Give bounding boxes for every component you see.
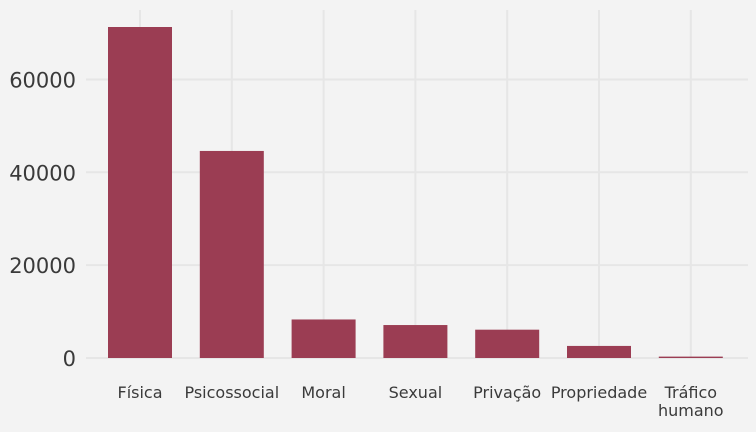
bar-2 (291, 319, 356, 358)
x-tick-label-line: Tráfico (664, 383, 717, 402)
gridlines (86, 10, 748, 359)
bar-4 (475, 329, 540, 358)
x-tick-label-3: Sexual (389, 383, 443, 402)
x-axis: Física Psicossocial Moral Sexual Privação Pro… (117, 383, 723, 420)
y-axis: 0 20000 40000 60000 (9, 68, 76, 371)
x-tick-label-line: humano (658, 401, 724, 420)
x-tick-label-line: Propriedade (551, 383, 647, 402)
bar-0 (108, 27, 172, 358)
y-tick-label-0: 0 (63, 347, 76, 371)
y-tick-label-1: 20000 (9, 254, 76, 278)
x-tick-label-line: Privação (473, 383, 541, 402)
x-tick-label-line: Moral (301, 383, 345, 402)
bar-1 (199, 150, 264, 358)
x-tick-label-5: Propriedade (551, 383, 647, 402)
bars (108, 27, 723, 358)
bar-5 (567, 345, 631, 358)
x-tick-label-1: Psicossocial (184, 383, 279, 402)
bar-3 (383, 325, 448, 358)
y-tick-label-3: 60000 (9, 68, 76, 92)
x-tick-label-line: Sexual (389, 383, 443, 402)
x-tick-label-0: Física (117, 383, 162, 402)
x-tick-label-line: Física (117, 383, 162, 402)
x-tick-label-4: Privação (473, 383, 541, 402)
x-tick-label-line: Psicossocial (184, 383, 279, 402)
x-tick-label-2: Moral (301, 383, 345, 402)
bar-6 (658, 356, 723, 358)
y-tick-label-2: 40000 (9, 161, 76, 185)
x-tick-label-6: Tráfico humano (658, 383, 724, 420)
